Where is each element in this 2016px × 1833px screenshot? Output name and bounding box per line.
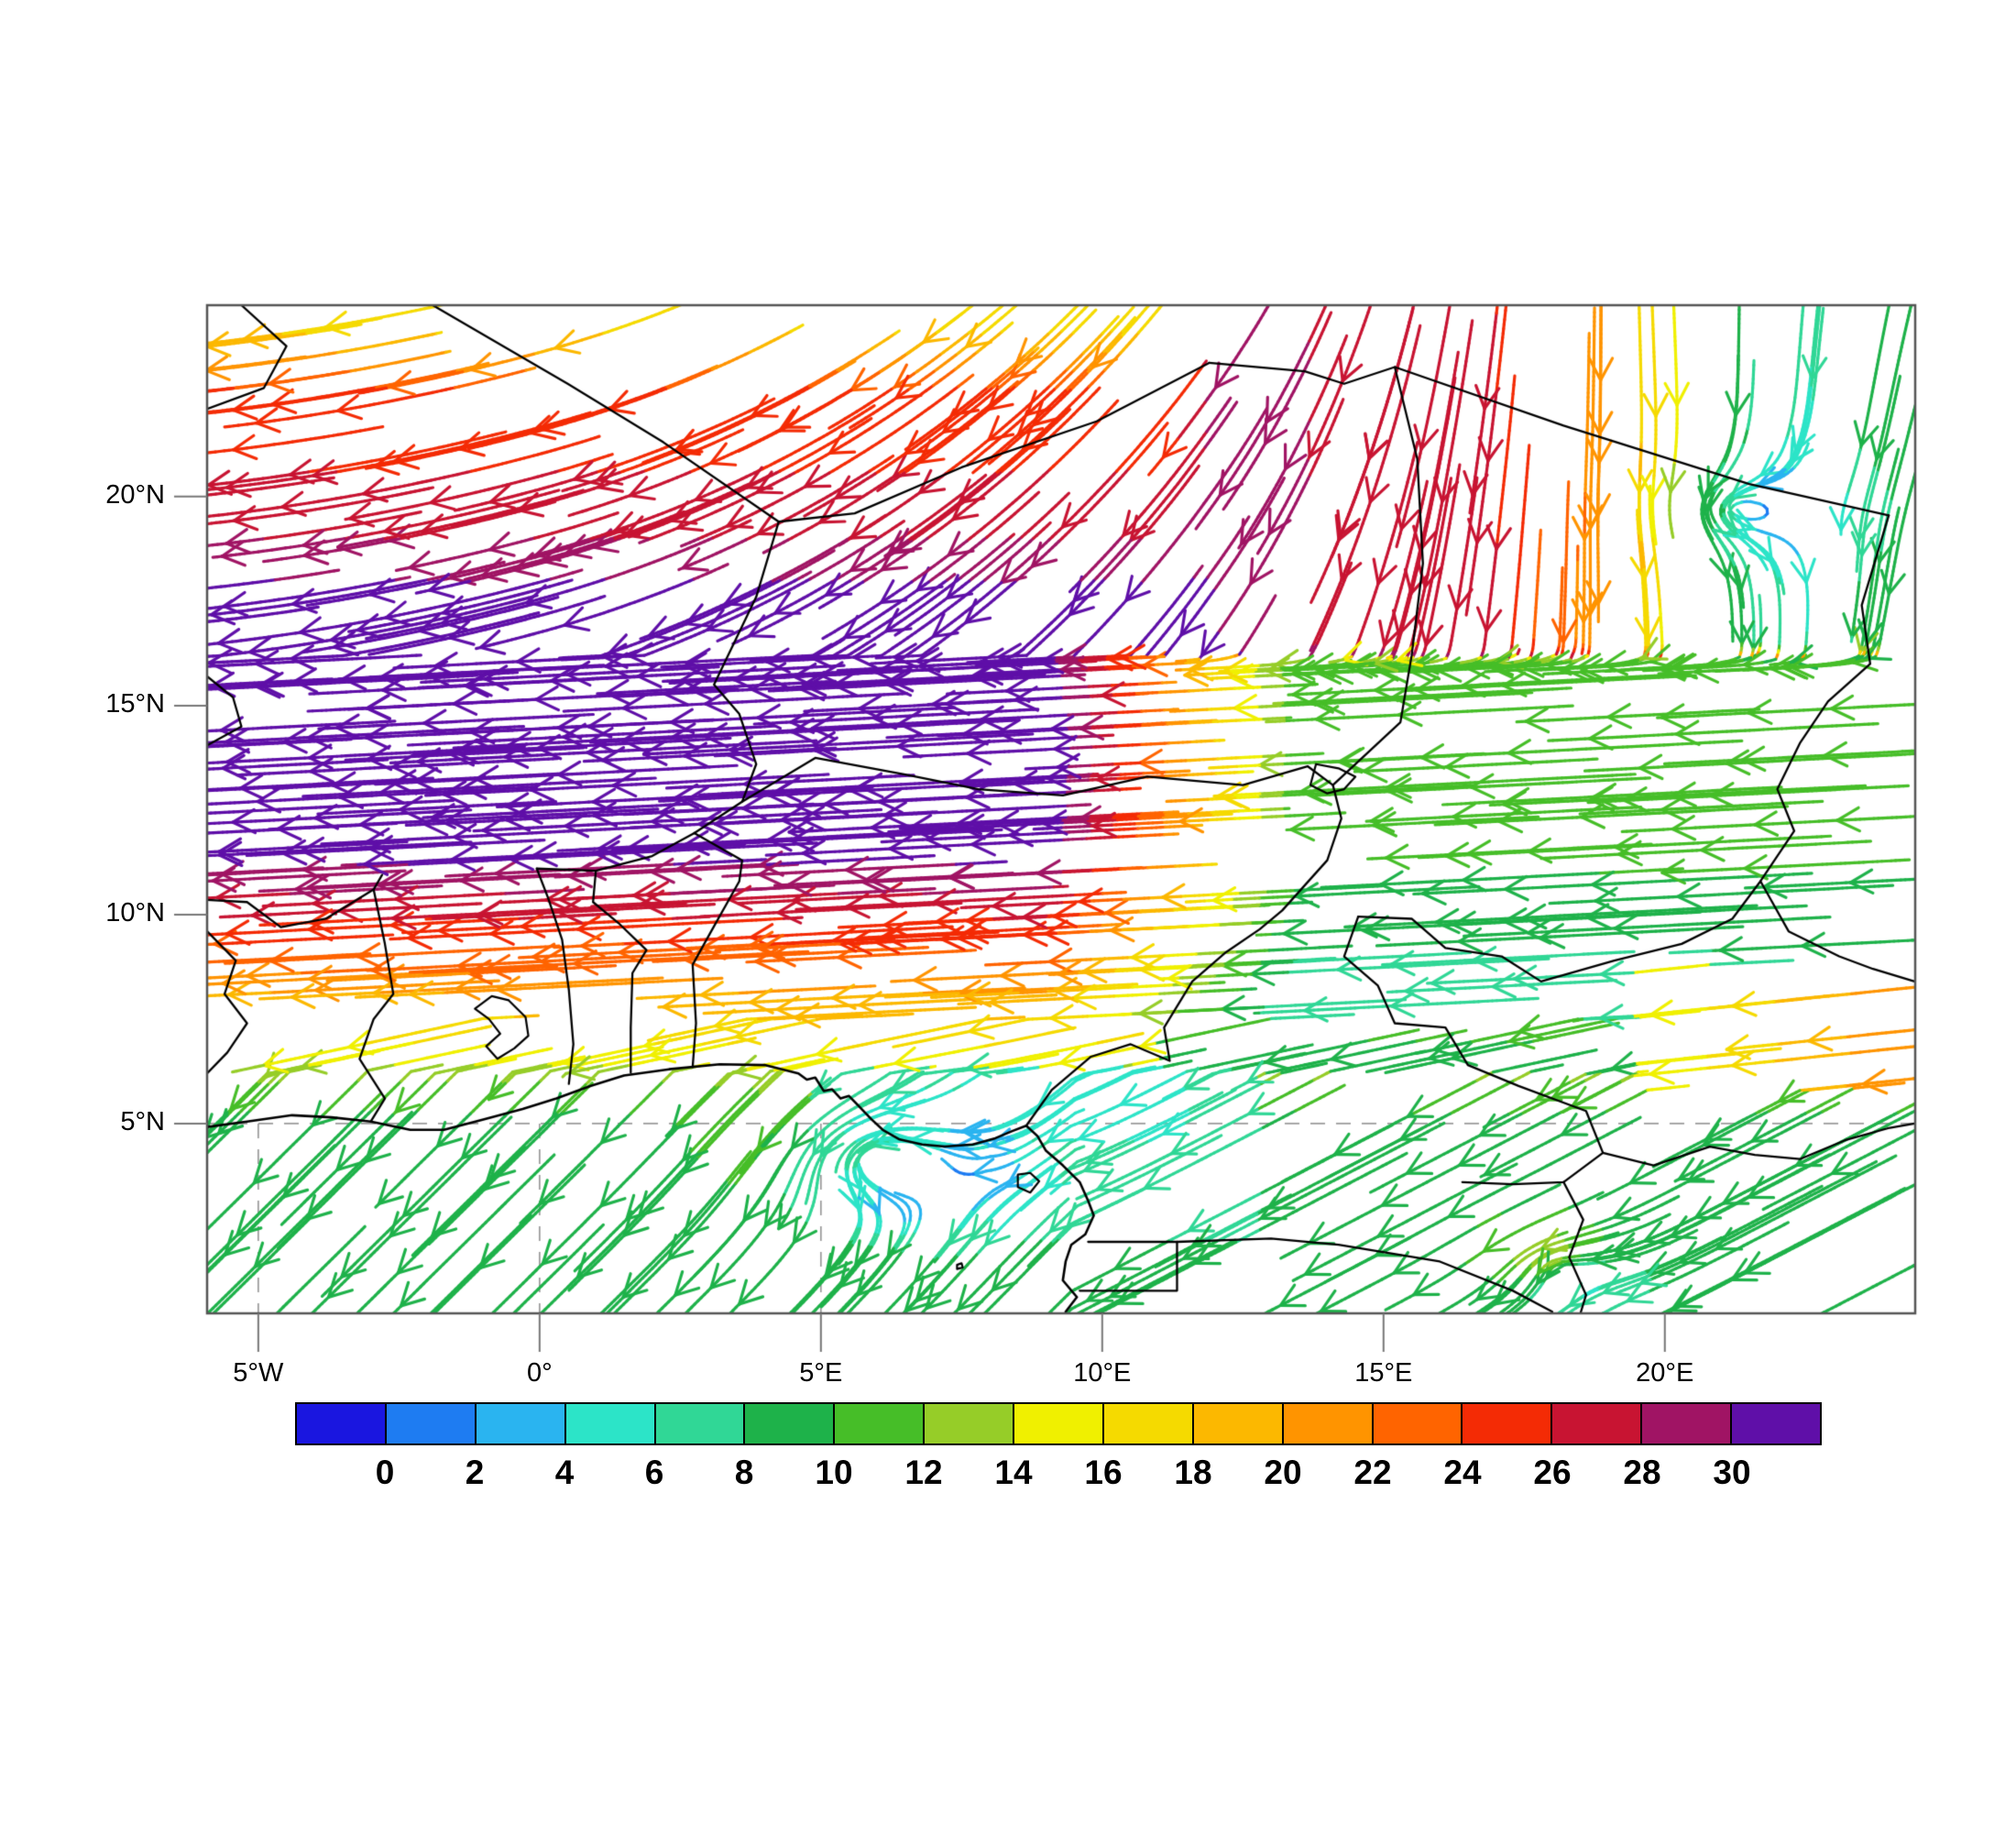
colorbar-segment [655,1404,746,1443]
colorbar-tick-label: 14 [994,1454,1033,1491]
colorbar-segment [1373,1404,1463,1443]
colorbar-tick-label: 12 [904,1454,943,1491]
colorbar-segment [1193,1404,1284,1443]
colorbar-tick-label: 16 [1084,1454,1123,1491]
colorbar-segment [1283,1404,1374,1443]
colorbar-tick-label: 26 [1533,1454,1572,1491]
y-axis-tick-label: 5°N [120,1106,165,1136]
colorbar-segment [565,1404,656,1443]
colorbar-segment [1103,1404,1194,1443]
colorbar [295,1402,1822,1445]
y-axis-tick-label: 10°N [105,897,165,927]
colorbar-segment [386,1404,477,1443]
colorbar-segment [1642,1404,1732,1443]
colorbar-tick-label: 6 [644,1454,664,1491]
colorbar-segment [745,1404,836,1443]
colorbar-tick-label: 4 [554,1454,575,1491]
colorbar-tick-label: 22 [1353,1454,1392,1491]
colorbar-tick-label: 28 [1623,1454,1661,1491]
x-axis-tick-label: 5°E [799,1358,843,1388]
colorbar-tick-label: 8 [734,1454,754,1491]
colorbar-segment [476,1404,566,1443]
colorbar-segment [925,1404,1014,1443]
colorbar-tick-label: 30 [1713,1454,1751,1491]
colorbar-segment [297,1404,387,1443]
x-axis-tick-label: 5°W [233,1358,284,1388]
x-axis-tick-label: 10°E [1073,1358,1132,1388]
colorbar-segment [1732,1404,1820,1443]
y-axis-tick-label: 15°N [105,688,165,719]
colorbar-segment [1552,1404,1643,1443]
colorbar-tick-label: 18 [1174,1454,1212,1491]
x-axis-tick-label: 20°E [1636,1358,1694,1388]
colorbar-tick-label: 10 [815,1454,853,1491]
y-axis-tick-label: 20°N [105,479,165,510]
colorbar-segment [835,1404,926,1443]
x-axis-tick-label: 15°E [1354,1358,1413,1388]
colorbar-segment [1014,1404,1104,1443]
colorbar-tick-label: 2 [465,1454,485,1491]
colorbar-tick-label: 24 [1443,1454,1482,1491]
colorbar-tick-label: 20 [1264,1454,1302,1491]
x-axis-tick-label: 0° [526,1358,553,1388]
colorbar-segment [1463,1404,1553,1443]
colorbar-tick-label: 0 [375,1454,395,1491]
